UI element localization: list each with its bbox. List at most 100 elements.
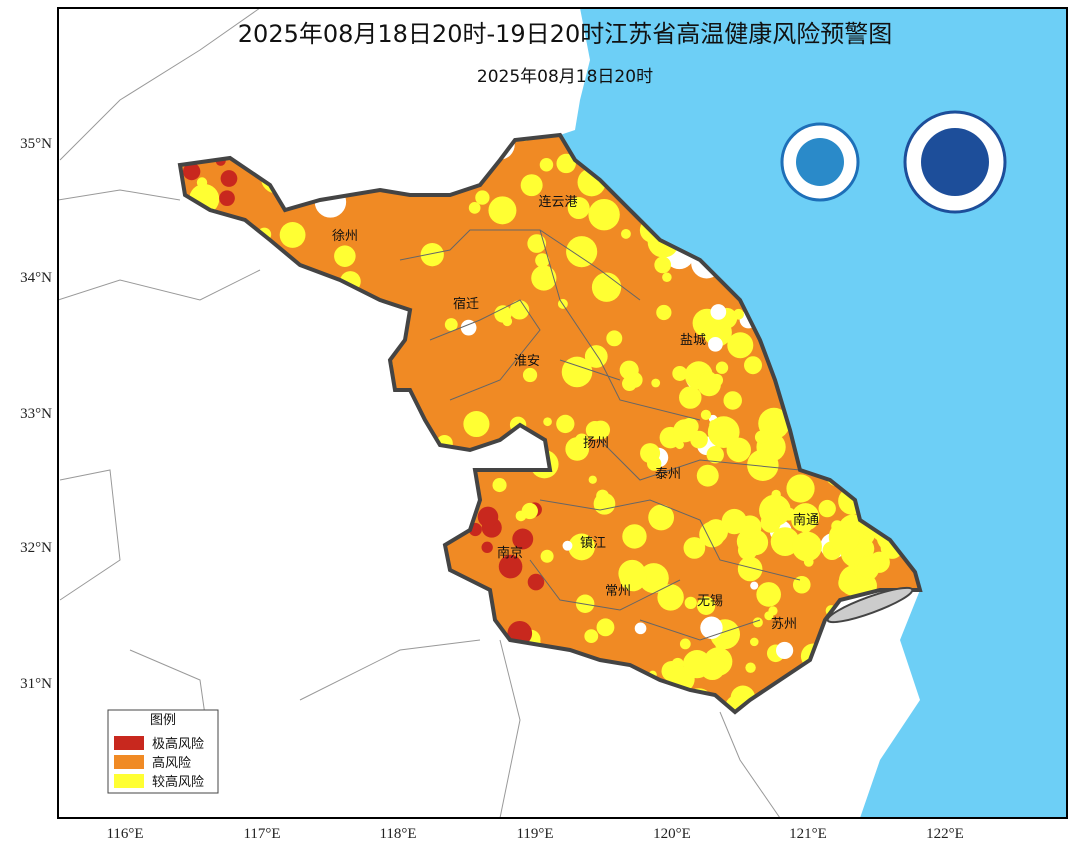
risk-patch (715, 361, 729, 374)
risk-patch (710, 304, 727, 320)
risk-patch (634, 622, 647, 635)
risk-patch (651, 378, 661, 388)
risk-patch (460, 319, 477, 336)
risk-patch (647, 456, 662, 471)
risk-patch (515, 510, 527, 522)
risk-patch (520, 174, 543, 197)
longitude-label: 121°E (789, 826, 827, 842)
borders (58, 8, 781, 818)
risk-patch (756, 582, 781, 607)
risk-patch (662, 272, 672, 283)
legend-swatch (114, 755, 144, 769)
latitude-label: 34°N (20, 270, 52, 286)
risk-patch (619, 564, 647, 592)
risk-patch (683, 537, 706, 559)
risk-patch (477, 506, 499, 528)
risk-patch (492, 478, 507, 493)
risk-patch (737, 556, 763, 582)
risk-patch (220, 170, 238, 187)
risk-patch (775, 641, 794, 660)
risk-patch (596, 618, 615, 637)
risk-patch (556, 153, 576, 174)
risk-patch (502, 316, 513, 327)
risk-patch (420, 243, 444, 267)
risk-patch (733, 308, 744, 320)
risk-patch (696, 596, 716, 615)
risk-patch (597, 497, 609, 509)
risk-patch (752, 617, 763, 628)
risk-patch (622, 524, 647, 549)
frame (57, 7, 1068, 819)
risk-patch (737, 540, 758, 560)
risk-patch (279, 222, 306, 248)
risk-patch (606, 330, 623, 347)
risk-patch (679, 386, 702, 409)
risk-patch (481, 541, 493, 554)
risk-patch (588, 475, 597, 484)
city-label: 无锡 (697, 594, 723, 609)
risk-patch (638, 563, 669, 594)
risk-patch (754, 430, 769, 444)
risk-patch (727, 332, 754, 359)
risk-patch (745, 662, 756, 673)
risk-patch (539, 158, 554, 172)
longitude-label: 120°E (653, 826, 691, 842)
risk-patch (708, 337, 723, 352)
risk-patch (679, 638, 691, 650)
risk-patch (584, 629, 599, 644)
city-label: 苏州 (771, 616, 797, 632)
risk-patch (700, 409, 712, 420)
risk-patch (509, 300, 530, 320)
risk-patch (219, 190, 235, 207)
city-label: 南通 (793, 512, 819, 528)
city-label: 常州 (605, 584, 631, 599)
risk-patch (527, 234, 547, 253)
city-label: 连云港 (538, 194, 577, 210)
longitude-label: 122°E (926, 826, 964, 842)
legend-title: 图例 (150, 713, 176, 728)
latitude-label: 31°N (20, 676, 52, 692)
risk-patch (744, 356, 763, 375)
risk-patch (648, 504, 675, 531)
city-label: 镇江 (580, 536, 606, 551)
legend-label: 较高风险 (152, 774, 204, 790)
risk-patch (543, 417, 552, 427)
risk-patch (556, 414, 575, 434)
risk-patch (786, 474, 815, 503)
city-label: 盐城 (680, 333, 706, 348)
city-label: 泰州 (655, 467, 681, 482)
city-label: 徐州 (332, 229, 358, 244)
risk-patch (749, 637, 759, 647)
city-label: 南京 (497, 545, 523, 561)
subtitle: 2025年08月18日20时 (477, 67, 653, 87)
risk-patch (771, 489, 781, 500)
latitude-label: 33°N (20, 406, 52, 422)
risk-patch (540, 549, 554, 563)
risk-patch (196, 177, 208, 188)
map-area (58, 8, 1067, 818)
risk-patch (700, 616, 723, 639)
risk-patch (535, 253, 550, 268)
risk-patch (475, 190, 490, 205)
city-label: 宿迁 (453, 296, 479, 312)
risk-patch (828, 521, 860, 553)
risk-patch (782, 507, 796, 521)
risk-patch (791, 531, 822, 562)
risk-patch (562, 540, 573, 551)
risk-patch (857, 556, 880, 579)
risk-patch (619, 360, 639, 380)
risk-patch (567, 197, 590, 220)
risk-patch (747, 449, 779, 481)
risk-patch (591, 420, 611, 440)
city-borders (399, 229, 801, 641)
risk-patch (463, 410, 490, 438)
risk-patch (584, 345, 608, 368)
risk-patch (468, 201, 481, 214)
risk-patch (654, 256, 672, 274)
risk-patch (684, 596, 697, 609)
latitude-label: 35°N (20, 136, 52, 152)
risk-patch (488, 196, 517, 225)
longitude-label: 116°E (106, 826, 143, 842)
